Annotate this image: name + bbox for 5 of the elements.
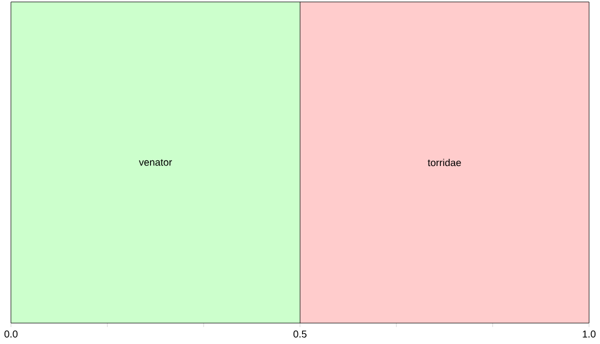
x-tick-label: 0.0 <box>4 330 18 338</box>
x-tick-label: 1.0 <box>582 330 596 338</box>
series-label: venator <box>138 159 172 166</box>
x-tick-label: 0.5 <box>293 330 307 338</box>
series-label: torridae <box>428 158 461 166</box>
